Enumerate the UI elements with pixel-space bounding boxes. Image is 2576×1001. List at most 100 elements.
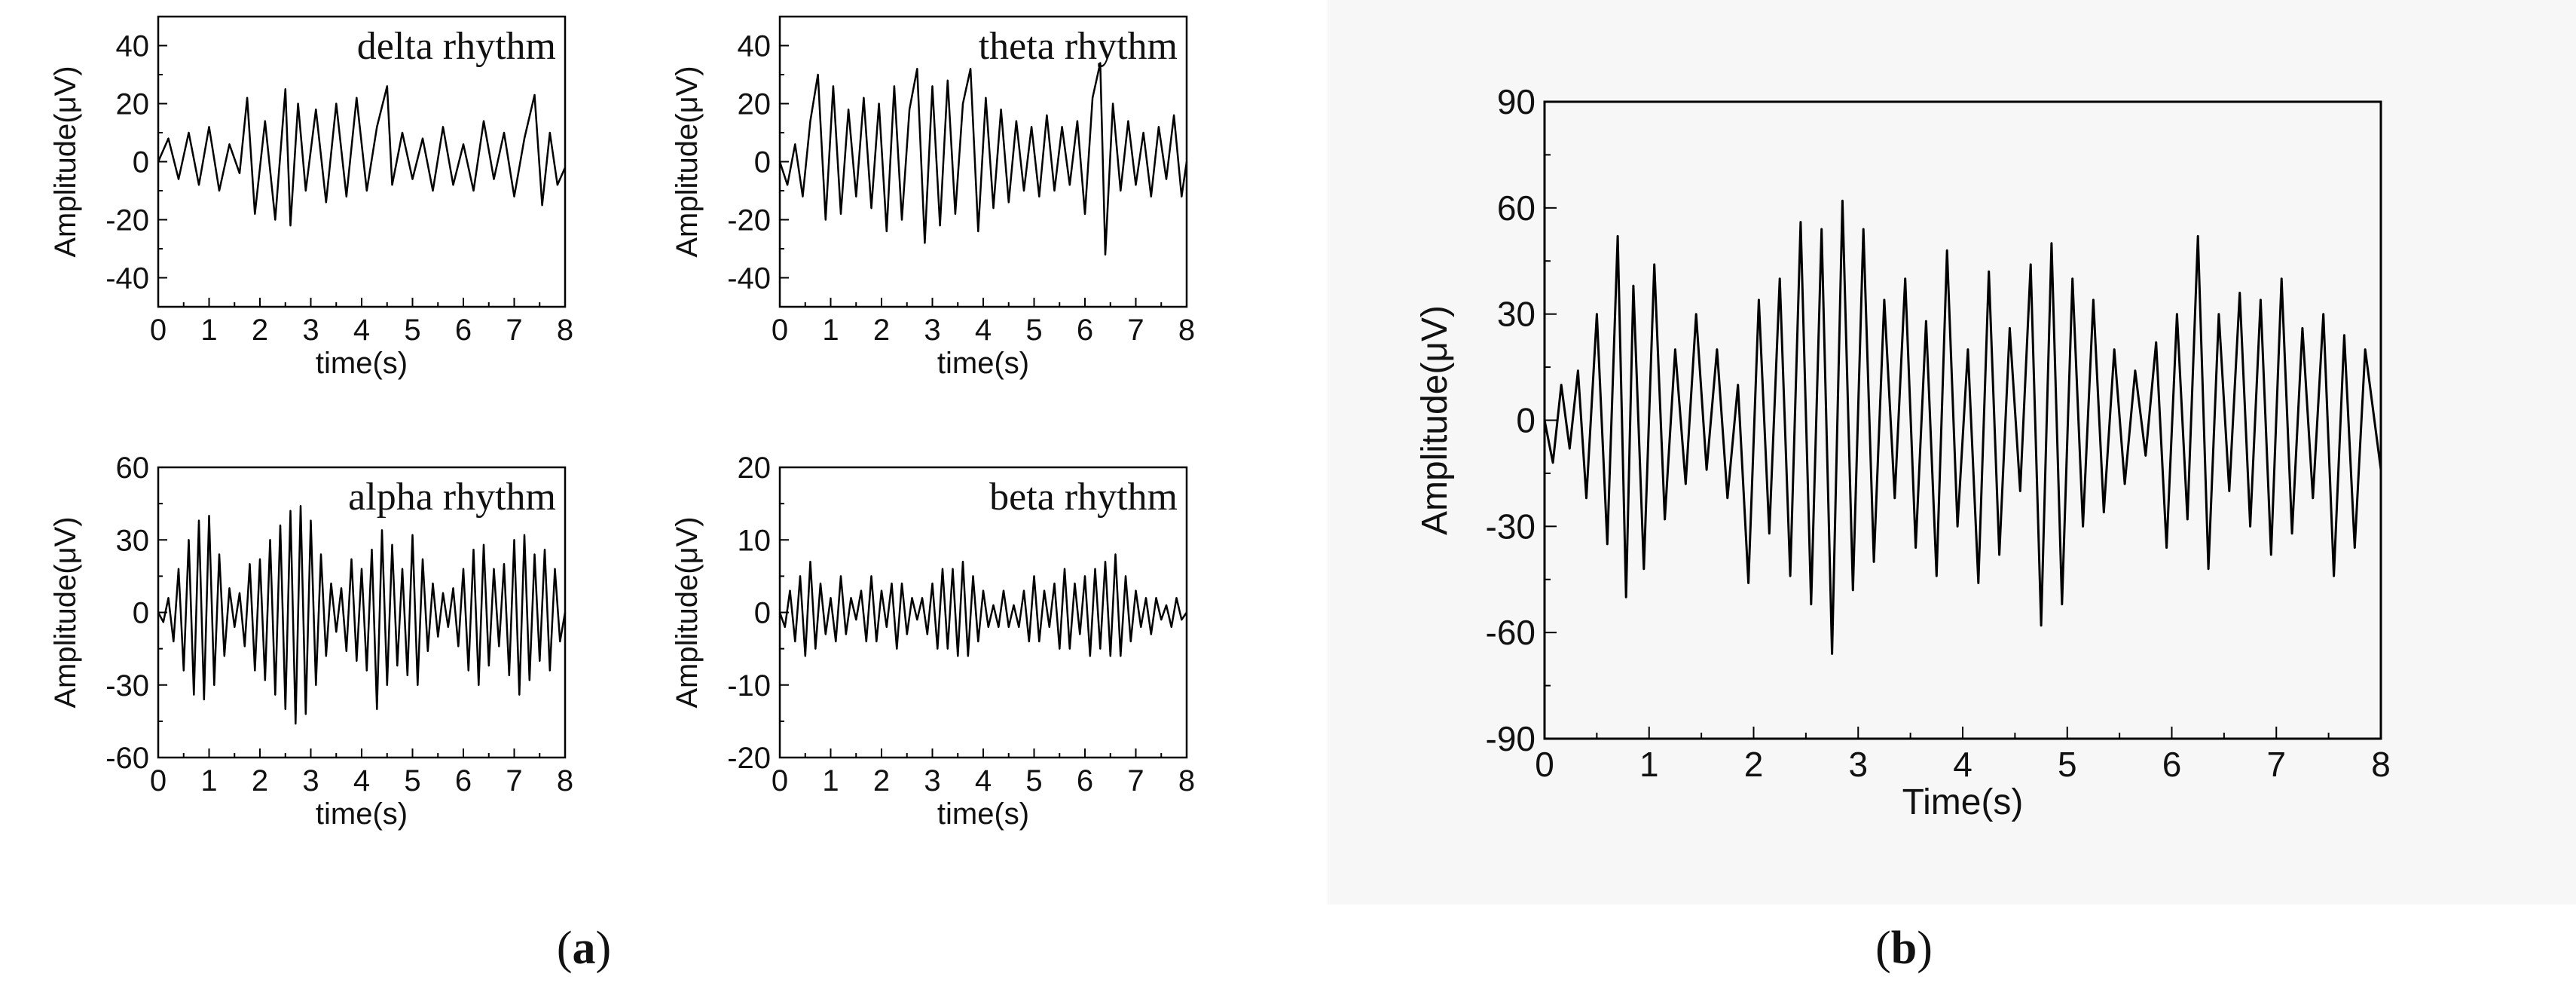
x-tick-label: 5: [404, 314, 420, 347]
y-tick-label: 0: [1516, 401, 1536, 440]
x-axis-title: time(s): [316, 797, 408, 831]
y-tick-label: 10: [738, 524, 772, 557]
x-tick-label: 8: [557, 314, 573, 347]
series-line: [778, 553, 1188, 657]
y-tick-label: 0: [754, 597, 771, 630]
theta-rhythm-chart: 0 1 2 3 4 5 6 7 8 -40 -20 0 20 40 time(s) Amplitude(μV)…: [671, 15, 1195, 380]
y-tick-label: 90: [1497, 82, 1536, 121]
alpha-rhythm-chart: 0 1 2 3 4 5 6 7 8-60-3003060time(s)Amplitude(μV)…: [49, 452, 573, 831]
y-axis-title: Amplitude(μV): [49, 516, 82, 708]
y-axis-title: Amplitude(μV): [671, 516, 704, 708]
panel-b-background: [1328, 0, 2576, 905]
x-tick-label: 3: [924, 764, 940, 797]
x-axis-title: Time(s): [1902, 782, 2024, 822]
x-tick-label: 5: [1025, 314, 1042, 347]
x-tick-label: 1: [200, 764, 217, 797]
x-tick-label: 7: [506, 764, 522, 797]
x-tick-label: 0: [772, 764, 788, 797]
series-line: [157, 505, 567, 725]
x-tick-label: 6: [455, 314, 472, 347]
y-tick-label: 20: [116, 88, 150, 121]
x-tick-label: 1: [822, 764, 839, 797]
x-tick-label: 7: [2266, 745, 2286, 784]
y-tick-label: -10: [727, 669, 771, 703]
y-tick-label: 60: [116, 452, 150, 485]
y-axis-title: Amplitude(μV): [1415, 305, 1455, 535]
x-tick-label: 6: [1077, 314, 1093, 347]
x-tick-label: 1: [200, 314, 217, 347]
x-tick-label: 2: [873, 764, 890, 797]
x-tick-label: 4: [975, 314, 992, 347]
x-tick-label: 1: [822, 314, 839, 347]
x-tick-label: 3: [924, 314, 940, 347]
series-line: [1543, 199, 2382, 655]
y-tick-label: 20: [738, 452, 772, 485]
x-tick-label: 5: [1025, 764, 1042, 797]
panel-b-label: (b): [1875, 923, 1933, 974]
x-tick-label: 0: [150, 314, 167, 347]
x-tick-label: 7: [1127, 764, 1144, 797]
x-tick-label: 3: [302, 314, 319, 347]
rhythm-annotation: delta rhythm: [357, 25, 556, 68]
y-tick-label: 0: [133, 146, 149, 179]
x-tick-label: 4: [1953, 745, 1972, 784]
x-tick-label: 8: [1178, 314, 1195, 347]
y-tick-label: -40: [105, 262, 149, 295]
x-tick-label: 8: [2371, 745, 2391, 784]
x-tick-label: 2: [252, 314, 268, 347]
y-tick-label: -30: [105, 669, 149, 703]
y-tick-label: -20: [727, 204, 771, 237]
x-tick-label: 6: [2162, 745, 2182, 784]
x-tick-label: 1: [1639, 745, 1659, 784]
x-tick-label: 7: [506, 314, 522, 347]
rhythm-annotation: alpha rhythm: [348, 476, 556, 519]
x-tick-label: 4: [353, 314, 370, 347]
y-tick-label: -40: [727, 262, 771, 295]
y-tick-label: -20: [727, 742, 771, 775]
delta-rhythm-chart: 0 1 2 3 4 5 6 7 8-40-2002040time(s)Amplitude(μV)…: [49, 15, 573, 380]
y-tick-label: 40: [116, 30, 150, 63]
x-tick-label: 3: [1848, 745, 1868, 784]
x-tick-label: 3: [302, 764, 319, 797]
x-tick-label: 2: [1744, 745, 1764, 784]
x-axis-title: time(s): [316, 347, 408, 380]
y-tick-label: 40: [738, 30, 772, 63]
rhythm-annotation: beta rhythm: [989, 476, 1178, 519]
y-tick-label: 60: [1497, 188, 1536, 228]
y-axis-title: Amplitude(μV): [671, 66, 704, 257]
x-tick-label: 6: [1077, 764, 1093, 797]
y-tick-label: -30: [1486, 507, 1536, 546]
beta-rhythm-chart: 0 1 2 3 4 5 6 7 8 -20 -10 0 10 20 time(s) Amplitude(μV)…: [671, 452, 1195, 831]
y-tick-label: 30: [1497, 295, 1536, 334]
x-tick-label: 0: [772, 314, 788, 347]
x-tick-label: 2: [873, 314, 890, 347]
x-axis-title: time(s): [937, 347, 1029, 380]
y-tick-label: 0: [754, 146, 771, 179]
x-tick-label: 8: [557, 764, 573, 797]
y-tick-label: 30: [116, 524, 150, 557]
y-tick-label: -90: [1486, 719, 1536, 758]
x-tick-label: 5: [2058, 745, 2077, 784]
y-tick-label: -60: [1486, 613, 1536, 652]
y-tick-label: -20: [105, 204, 149, 237]
series-line: [778, 62, 1188, 256]
rhythm-annotation: theta rhythm: [979, 25, 1178, 68]
y-tick-label: -60: [105, 742, 149, 775]
x-tick-label: 0: [150, 764, 167, 797]
x-tick-label: 2: [252, 764, 268, 797]
x-axis-title: time(s): [937, 797, 1029, 831]
eeg-signal-chart: 0 1 2 3 4 5 6 7 8 -90 -60 -30 0 30 60 90 Time(s) Amplitud…: [1415, 82, 2391, 822]
x-tick-label: 7: [1127, 314, 1144, 347]
y-tick-label: 20: [738, 88, 772, 121]
y-axis-title: Amplitude(μV): [49, 66, 82, 257]
x-tick-label: 4: [975, 764, 992, 797]
series-line: [157, 85, 567, 227]
y-tick-label: 0: [133, 597, 149, 630]
x-tick-label: 4: [353, 764, 370, 797]
x-tick-label: 6: [455, 764, 472, 797]
x-tick-label: 0: [1535, 745, 1554, 784]
x-tick-label: 5: [404, 764, 420, 797]
panel-a-label: (a): [557, 923, 611, 974]
x-tick-label: 8: [1178, 764, 1195, 797]
